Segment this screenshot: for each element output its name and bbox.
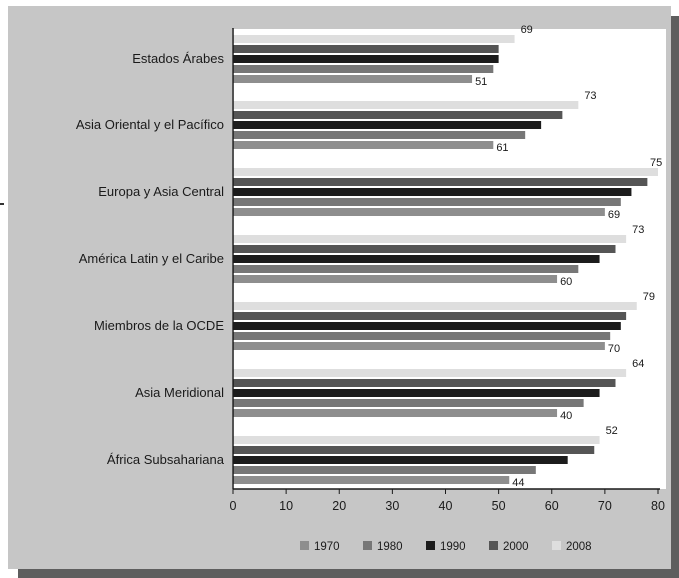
bar-2008 [233, 35, 515, 43]
bar-2008 [233, 302, 637, 310]
bar-2008 [233, 168, 658, 176]
axes-group: 0 10 20 30 40 50 60 70 80 [230, 28, 665, 513]
value-label: 61 [496, 142, 508, 154]
bar-1970 [233, 409, 558, 417]
category-label: Europa y Asia Central [98, 184, 224, 199]
legend-label: 2000 [503, 541, 529, 553]
value-label: 69 [608, 209, 620, 221]
bar-2008 [233, 436, 600, 444]
legend-swatch-2000 [489, 541, 498, 550]
value-label: 60 [560, 276, 572, 288]
bar-2000 [233, 245, 616, 253]
bar-1970 [233, 476, 510, 484]
bar-1970 [233, 208, 605, 216]
bars-group [233, 35, 658, 484]
bar-2000 [233, 111, 563, 119]
x-tick-label: 20 [332, 499, 346, 513]
bar-1990 [233, 121, 542, 129]
bar-1970 [233, 275, 558, 283]
value-label-bg [558, 409, 576, 421]
legend-swatch-1970 [300, 541, 309, 550]
x-tick-label: 70 [598, 499, 612, 513]
value-label: 64 [632, 358, 644, 370]
value-label: 52 [606, 425, 618, 437]
x-tick-label: 10 [279, 499, 293, 513]
bar-1980 [233, 399, 584, 407]
x-tick-label: 50 [492, 499, 506, 513]
bar-2000 [233, 379, 616, 387]
legend-label: 1990 [440, 541, 466, 553]
bar-1970 [233, 342, 605, 350]
value-label: 44 [512, 477, 524, 489]
value-labels-group: 69 51 73 61 75 69 73 60 79 70 64 40 52 44 [473, 24, 662, 489]
value-label-bg [605, 342, 623, 354]
value-label: 70 [608, 343, 620, 355]
legend-swatch-1980 [363, 541, 372, 550]
category-labels-group: Estados Árabes Asia Oriental y el Pacífic… [76, 51, 225, 467]
x-tick-label: 60 [545, 499, 559, 513]
bar-1980 [233, 466, 536, 474]
bar-2000 [233, 312, 627, 320]
legend-label: 2008 [566, 541, 592, 553]
bar-1990 [233, 55, 499, 63]
bar-1990 [233, 255, 600, 263]
bar-1990 [233, 389, 600, 397]
legend-label: 1970 [314, 541, 340, 553]
bar-1990 [233, 188, 632, 196]
x-tick-label: 40 [439, 499, 453, 513]
value-label-bg [494, 141, 512, 153]
value-label: 73 [584, 90, 596, 102]
value-label: 69 [521, 24, 533, 36]
legend-label: 1980 [377, 541, 403, 553]
bar-1980 [233, 332, 611, 340]
x-tick-label: 0 [230, 499, 237, 513]
category-label: América Latin y el Caribe [79, 251, 224, 266]
legend-swatch-1990 [426, 541, 435, 550]
category-label: África Subsahariana [107, 452, 225, 467]
x-tick-label: 30 [385, 499, 399, 513]
bar-1970 [233, 141, 494, 149]
value-label-bg [558, 275, 576, 287]
x-tick-label: 80 [651, 499, 665, 513]
value-label: 40 [560, 410, 572, 422]
bar-1980 [233, 65, 494, 73]
bar-1990 [233, 456, 568, 464]
bar-1970 [233, 75, 473, 83]
bar-2000 [233, 178, 648, 186]
bar-2008 [233, 101, 579, 109]
edge-tick-mark [0, 203, 4, 205]
value-label: 73 [632, 224, 644, 236]
bar-2000 [233, 446, 595, 454]
bar-1980 [233, 265, 579, 273]
bar-2000 [233, 45, 499, 53]
value-label: 79 [643, 291, 655, 303]
value-label: 51 [475, 76, 487, 88]
value-label: 75 [650, 157, 662, 169]
bar-1980 [233, 198, 621, 206]
value-label-bg [473, 75, 491, 87]
value-label-bg [605, 208, 623, 220]
value-label-bg [510, 476, 528, 488]
category-label: Miembros de la OCDE [94, 318, 224, 333]
bar-1990 [233, 322, 621, 330]
legend-swatch-2008 [552, 541, 561, 550]
legend: 1970 1980 1990 2000 2008 [300, 541, 592, 553]
bar-2008 [233, 235, 627, 243]
category-label: Asia Meridional [135, 385, 224, 400]
bar-1980 [233, 131, 526, 139]
bar-2008 [233, 369, 627, 377]
category-label: Estados Árabes [132, 51, 224, 66]
category-label: Asia Oriental y el Pacífico [76, 117, 224, 132]
